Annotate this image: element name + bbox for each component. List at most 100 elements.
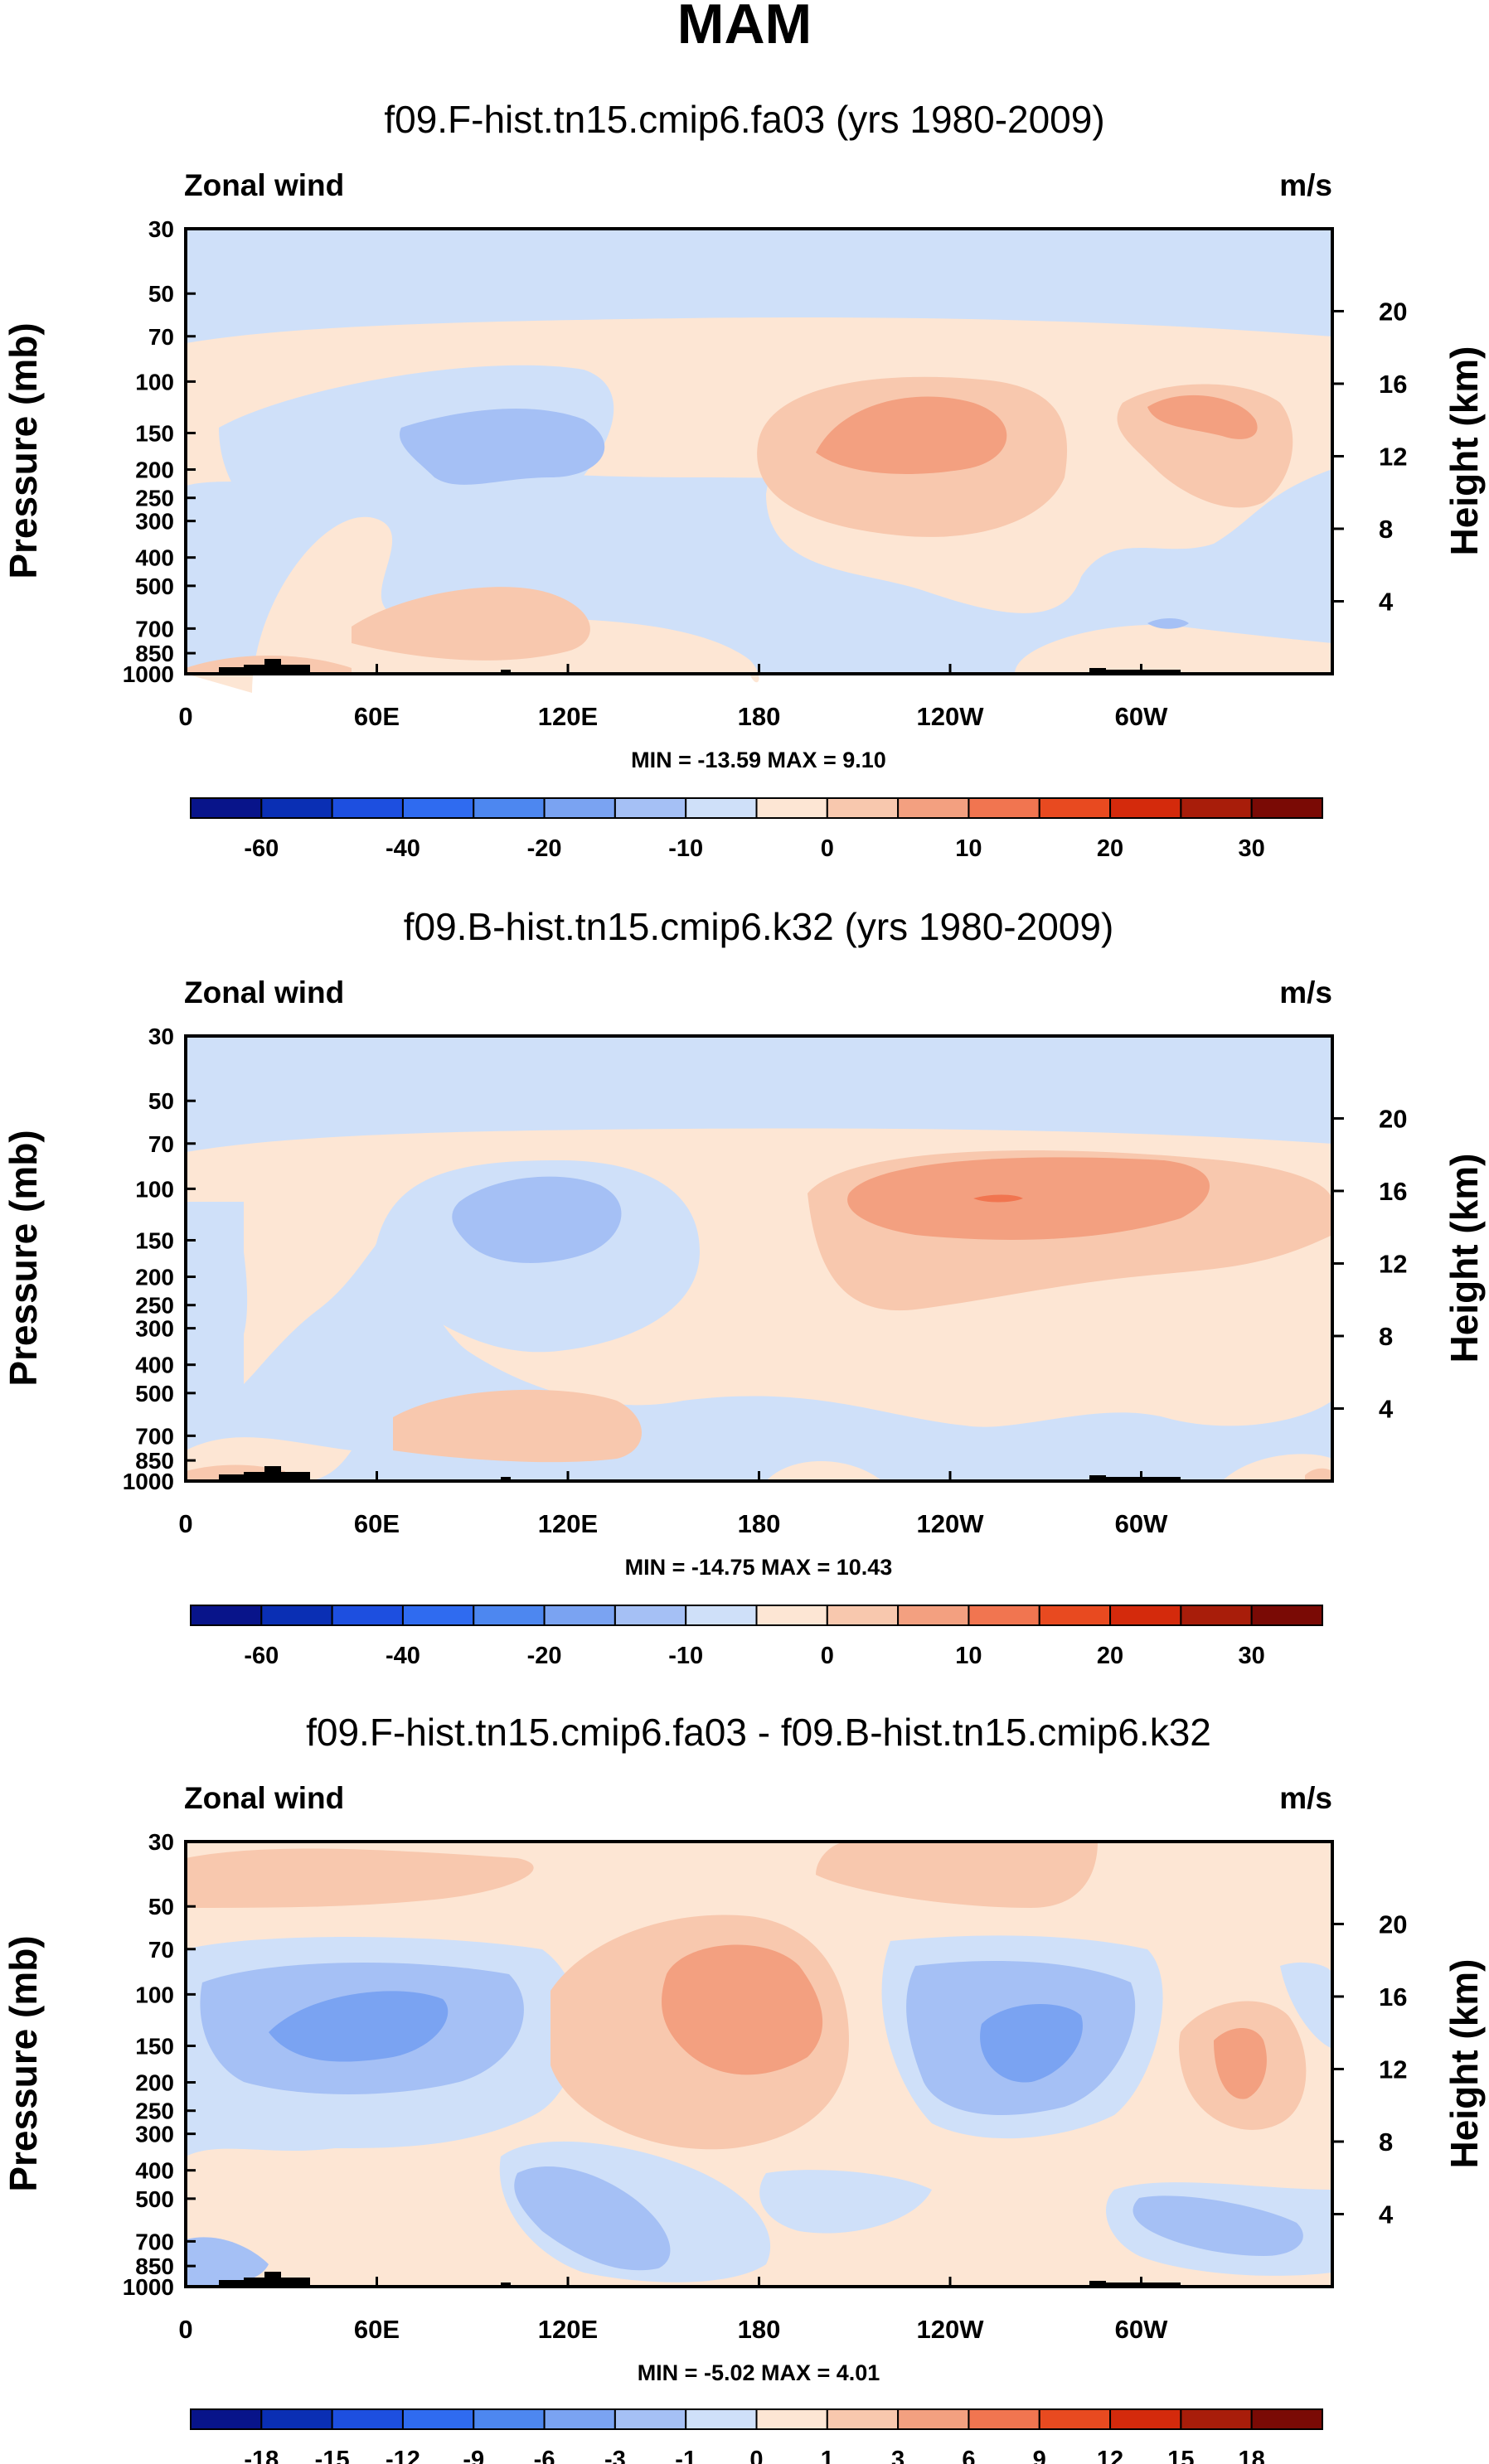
units-label: m/s bbox=[1279, 168, 1332, 202]
y2-tick-label: 16 bbox=[1379, 370, 1407, 399]
colorbar-swatch bbox=[543, 1605, 616, 1626]
y-tick-label: 500 bbox=[135, 1381, 174, 1406]
colorbar-label: -9 bbox=[463, 2447, 484, 2464]
colorbar-label: -60 bbox=[244, 1643, 279, 1669]
panel-title: f09.F-hist.tn15.cmip6.fa03 (yrs 1980-200… bbox=[384, 98, 1104, 141]
x-tick-label: 120W bbox=[917, 2315, 985, 2344]
colorbar-swatch bbox=[755, 2408, 828, 2430]
panel-title: f09.B-hist.tn15.cmip6.k32 (yrs 1980-2009… bbox=[404, 905, 1114, 948]
colorbar-swatch bbox=[190, 1605, 263, 1626]
page-title: MAM bbox=[677, 0, 812, 56]
y2-tick-label: 20 bbox=[1379, 1910, 1407, 1939]
y2-axis-title: Height (km) bbox=[1443, 1959, 1486, 2169]
y2-tick-label: 8 bbox=[1379, 2128, 1393, 2157]
y-tick-label: 300 bbox=[135, 2122, 174, 2147]
y2-tick-label: 4 bbox=[1379, 2200, 1394, 2229]
contour-positive-band bbox=[1015, 625, 1332, 674]
contour-moderate-band bbox=[816, 1842, 1098, 1908]
contour-moderate-band bbox=[186, 1848, 534, 1908]
y-tick-label: 100 bbox=[135, 1982, 174, 2007]
y-tick-label: 250 bbox=[135, 2099, 174, 2124]
x-tick-label: 60W bbox=[1115, 702, 1168, 731]
contour-negative-core bbox=[452, 1176, 622, 1263]
y-tick-label: 50 bbox=[148, 1894, 174, 1919]
colorbar: -18 -15 -12 -9 -6 -3 -1 0 1 3 6 9 12 15 18 bbox=[190, 2408, 1323, 2464]
colorbar-label: -10 bbox=[668, 835, 703, 862]
x-tick-label: 120W bbox=[917, 1509, 985, 1538]
y-tick-label: 400 bbox=[135, 1353, 174, 1378]
colorbar-label: 18 bbox=[1239, 2447, 1265, 2464]
y-tick-label: 500 bbox=[135, 574, 174, 599]
variable-label: Zonal wind bbox=[184, 1781, 344, 1815]
colorbar-swatch bbox=[897, 797, 970, 819]
colorbar-swatch bbox=[685, 1605, 758, 1626]
x-tick-label: 180 bbox=[738, 2315, 781, 2344]
colorbar-label: 20 bbox=[1097, 1643, 1123, 1669]
y2-tick-label: 4 bbox=[1379, 1394, 1394, 1423]
contour-positive-band bbox=[766, 1461, 882, 1481]
y-axis-title: Pressure (mb) bbox=[2, 1935, 45, 2191]
contour-negative-core bbox=[269, 1991, 449, 2062]
colorbar-swatch bbox=[897, 2408, 970, 2430]
y-tick-label: 700 bbox=[135, 616, 174, 641]
y2-tick-label: 12 bbox=[1379, 2055, 1407, 2084]
panel-1: f09.F-hist.tn15.cmip6.fa03 (yrs 1980-200… bbox=[2, 98, 1486, 862]
x-tick-label: 60W bbox=[1115, 2315, 1168, 2344]
colorbar-label: -10 bbox=[668, 1643, 703, 1669]
y-tick-label: 250 bbox=[135, 486, 174, 511]
y-tick-label: 250 bbox=[135, 1293, 174, 1319]
y2-axis-title: Height (km) bbox=[1443, 1154, 1486, 1363]
colorbar-label: 12 bbox=[1097, 2447, 1123, 2464]
x-tick-label: 180 bbox=[738, 1509, 781, 1538]
min-max-stats: MIN = -5.02 MAX = 4.01 bbox=[638, 2360, 880, 2385]
y-tick-label: 70 bbox=[148, 1937, 174, 1963]
colorbar-swatch bbox=[331, 1605, 404, 1626]
colorbar-swatch bbox=[1109, 1605, 1182, 1626]
colorbar-swatch bbox=[1109, 2408, 1182, 2430]
colorbar-swatch bbox=[968, 797, 1040, 819]
colorbar-swatch bbox=[755, 1605, 828, 1626]
colorbar-label: -40 bbox=[386, 1643, 420, 1669]
variable-label: Zonal wind bbox=[184, 168, 344, 202]
colorbar-label: 3 bbox=[891, 2447, 905, 2464]
colorbar-swatch bbox=[897, 1605, 970, 1626]
y-tick-label: 500 bbox=[135, 2186, 174, 2212]
colorbar-swatch bbox=[826, 797, 900, 819]
y-tick-label: 200 bbox=[135, 1265, 174, 1290]
min-max-stats: MIN = -13.59 MAX = 9.10 bbox=[631, 748, 886, 772]
colorbar-swatch bbox=[260, 1605, 333, 1626]
x-tick-label: 60E bbox=[354, 1509, 400, 1538]
colorbar-swatch bbox=[260, 2408, 333, 2430]
contour-core-band bbox=[1147, 395, 1258, 439]
y2-tick-label: 16 bbox=[1379, 1177, 1407, 1206]
colorbar-swatch bbox=[685, 797, 758, 819]
colorbar-label: 1 bbox=[821, 2447, 834, 2464]
y-tick-label: 70 bbox=[148, 1131, 174, 1157]
x-tick-label: 60E bbox=[354, 2315, 400, 2344]
colorbar-swatch bbox=[401, 797, 475, 819]
colorbar-swatch bbox=[614, 797, 687, 819]
colorbar-label: -15 bbox=[315, 2447, 350, 2464]
y-tick-label: 700 bbox=[135, 1423, 174, 1449]
colorbar-swatch bbox=[968, 2408, 1040, 2430]
x-tick-label: 60W bbox=[1115, 1509, 1168, 1538]
colorbar-label: 10 bbox=[955, 1643, 982, 1669]
y-axis-title: Pressure (mb) bbox=[2, 1130, 45, 1386]
colorbar-label: -18 bbox=[244, 2447, 279, 2464]
x-tick-label: 120E bbox=[538, 1509, 598, 1538]
y-tick-label: 1000 bbox=[123, 1469, 174, 1494]
y-tick-label: 200 bbox=[135, 2070, 174, 2096]
colorbar-swatch bbox=[331, 2408, 404, 2430]
colorbar-swatch bbox=[1250, 2408, 1323, 2430]
colorbar-label: 0 bbox=[749, 2447, 763, 2464]
colorbar-swatch bbox=[826, 2408, 900, 2430]
colorbar-swatch bbox=[543, 2408, 616, 2430]
colorbar-swatch bbox=[1180, 1605, 1253, 1626]
contour-negative-band bbox=[186, 1202, 248, 1409]
contour-negative-mid bbox=[1133, 2195, 1303, 2256]
x-tick-label: 180 bbox=[738, 702, 781, 731]
y-tick-label: 400 bbox=[135, 2158, 174, 2184]
colorbar-label: 10 bbox=[955, 835, 982, 862]
y2-tick-label: 12 bbox=[1379, 442, 1407, 471]
